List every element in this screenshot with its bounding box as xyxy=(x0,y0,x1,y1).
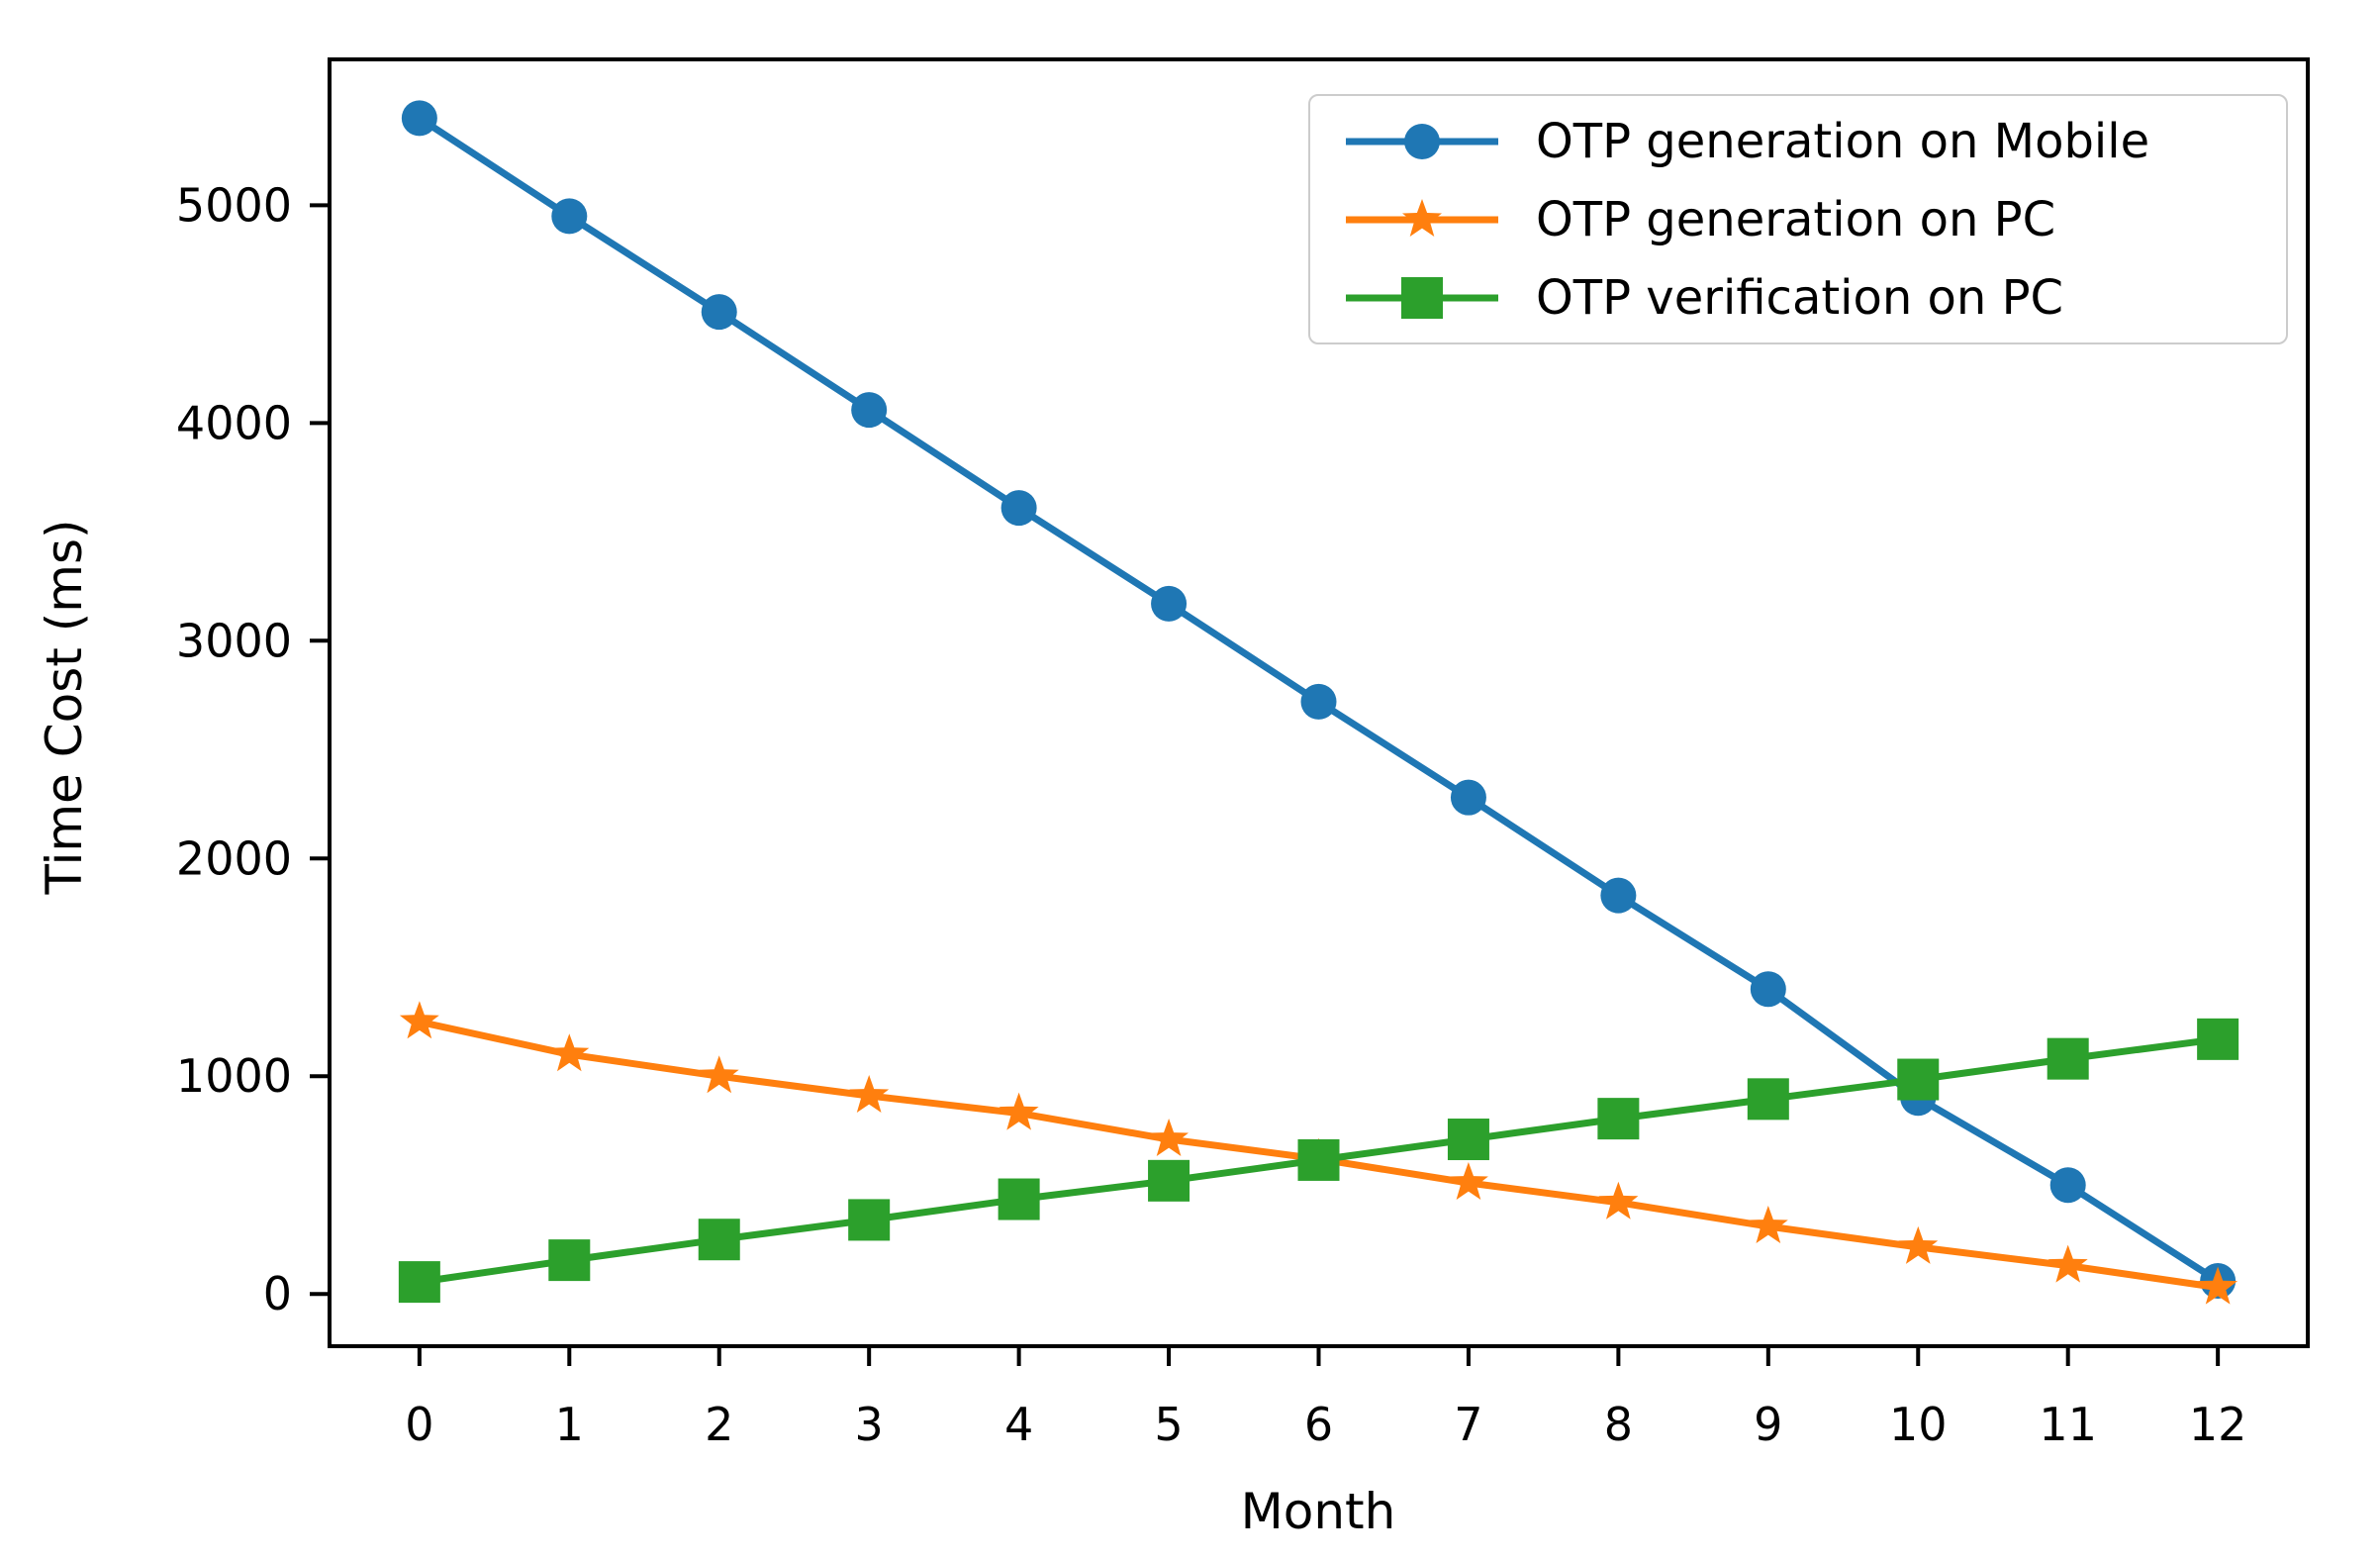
circle-marker xyxy=(1000,490,1037,527)
y-axis-label: Time Cost (ms) xyxy=(36,519,93,895)
star-marker xyxy=(699,1055,739,1094)
square-marker xyxy=(1148,1159,1190,1202)
x-tick-label: 1 xyxy=(555,1398,584,1451)
circle-marker xyxy=(2049,1167,2086,1204)
x-tick-label: 12 xyxy=(2189,1398,2247,1451)
legend-marker-circle-icon xyxy=(1346,123,1498,159)
x-tick-label: 11 xyxy=(2039,1398,2097,1451)
x-tick-label: 0 xyxy=(405,1398,433,1451)
x-tick-label: 5 xyxy=(1154,1398,1183,1451)
legend-label: OTP verification on PC xyxy=(1536,269,2064,326)
star-marker xyxy=(849,1075,890,1113)
square-marker xyxy=(398,1261,440,1304)
y-tick-label: 1000 xyxy=(176,1049,292,1103)
circle-marker xyxy=(1300,683,1337,720)
legend: OTP generation on Mobile OTP generation … xyxy=(1308,94,2288,344)
circle-marker xyxy=(1450,779,1486,816)
x-tick-label: 9 xyxy=(1754,1398,1782,1451)
legend-label: OTP generation on PC xyxy=(1536,191,2056,247)
x-tick-label: 8 xyxy=(1604,1398,1633,1451)
circle-marker xyxy=(1600,877,1637,914)
square-marker xyxy=(1597,1098,1640,1140)
circle-marker xyxy=(401,100,437,137)
star-marker xyxy=(549,1033,590,1072)
circle-marker xyxy=(701,294,737,331)
x-tick-label: 10 xyxy=(1889,1398,1948,1451)
square-marker xyxy=(2197,1018,2239,1060)
star-marker xyxy=(1149,1119,1189,1156)
legend-label: OTP generation on Mobile xyxy=(1536,113,2150,169)
legend-entry-pc-generation: OTP generation on PC xyxy=(1310,183,2286,256)
square-marker xyxy=(1897,1058,1940,1101)
square-marker xyxy=(848,1199,891,1241)
legend-entry-pc-verification: OTP verification on PC xyxy=(1310,261,2286,335)
star-marker xyxy=(1449,1162,1488,1200)
y-tick-label: 3000 xyxy=(176,614,292,667)
x-tick-label: 7 xyxy=(1454,1398,1482,1451)
circle-marker xyxy=(551,198,588,235)
y-tick-label: 0 xyxy=(263,1267,292,1320)
legend-marker-square-icon xyxy=(1346,276,1498,319)
square-marker xyxy=(698,1219,740,1261)
circle-marker xyxy=(851,392,888,429)
star-marker xyxy=(2198,1266,2238,1305)
x-tick-label: 4 xyxy=(1004,1398,1033,1451)
square-marker xyxy=(1447,1119,1489,1161)
star-marker xyxy=(1748,1206,1788,1243)
x-axis-label: Month xyxy=(1240,1483,1396,1540)
square-marker xyxy=(998,1178,1040,1220)
y-tick-label: 5000 xyxy=(176,178,292,232)
x-tick-label: 3 xyxy=(855,1398,884,1451)
x-tick-label: 6 xyxy=(1304,1398,1333,1451)
square-marker xyxy=(548,1239,591,1282)
star-marker xyxy=(399,1001,439,1039)
x-tick-label: 2 xyxy=(705,1398,733,1451)
star-marker xyxy=(1898,1225,1939,1264)
square-marker xyxy=(1297,1138,1340,1181)
legend-marker-star-icon xyxy=(1346,198,1498,237)
y-tick-label: 4000 xyxy=(176,396,292,449)
star-marker xyxy=(999,1092,1039,1130)
square-marker xyxy=(2047,1037,2089,1080)
star-marker xyxy=(1598,1181,1639,1220)
series-square xyxy=(398,1018,2239,1304)
circle-marker xyxy=(1750,971,1786,1008)
square-marker xyxy=(1747,1078,1789,1121)
y-tick-label: 2000 xyxy=(176,831,292,885)
circle-marker xyxy=(1151,585,1188,622)
star-marker xyxy=(2047,1244,2088,1283)
legend-entry-mobile-generation: OTP generation on Mobile xyxy=(1310,105,2286,178)
